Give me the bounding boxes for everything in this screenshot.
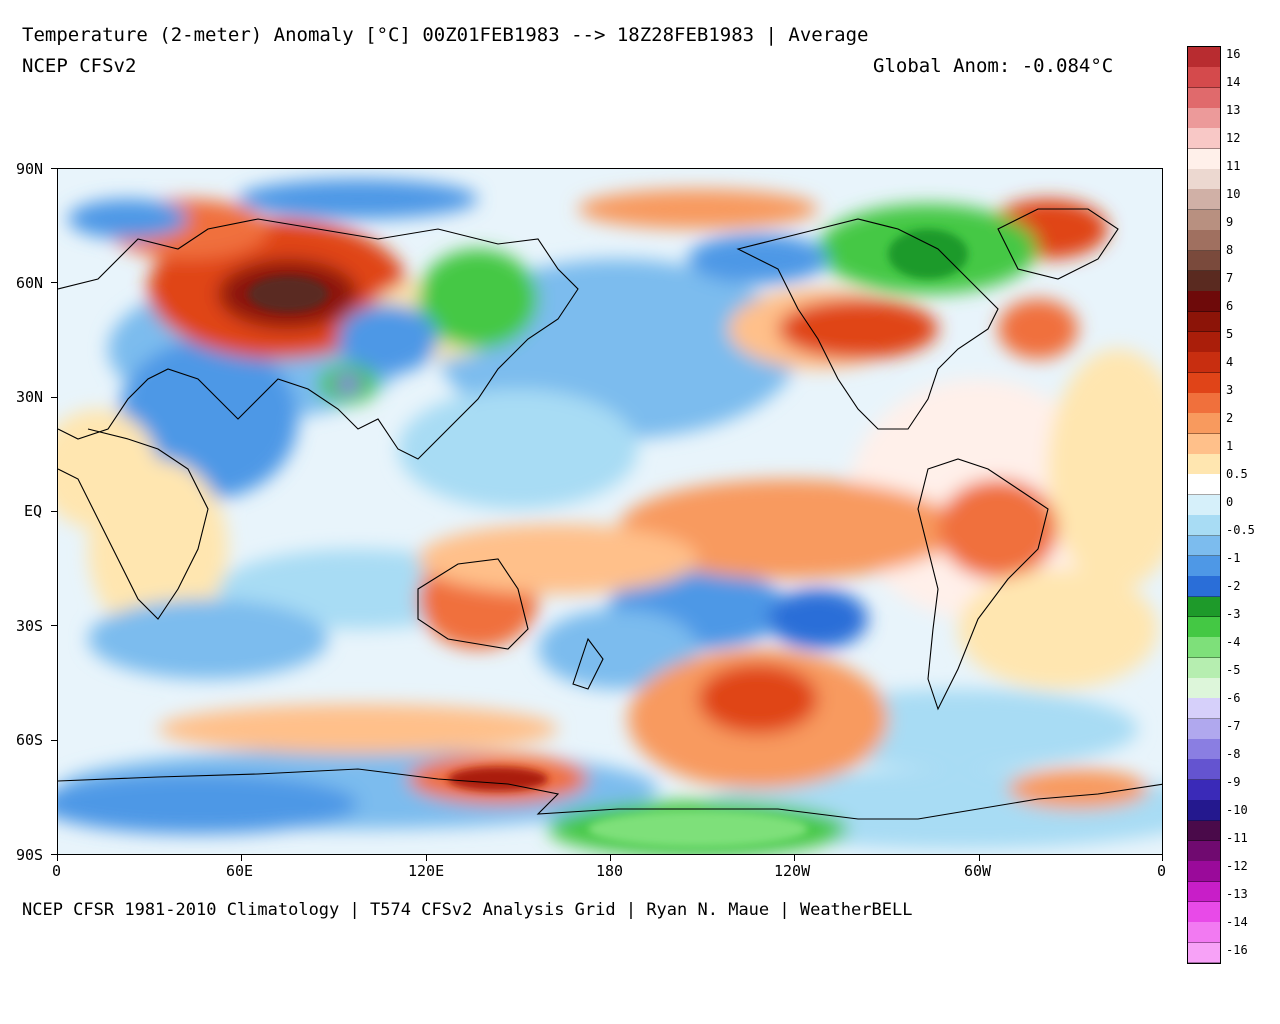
- legend-tick-label: 4: [1226, 355, 1234, 369]
- legend-color-swatch: [1188, 209, 1220, 231]
- legend-tick-label: -7: [1226, 719, 1241, 733]
- legend-color-swatch: [1188, 820, 1220, 842]
- legend-color-swatch: [1188, 128, 1220, 150]
- legend-color-swatch: [1188, 352, 1220, 374]
- lon-label: 60W: [964, 862, 992, 880]
- legend-color-swatch: [1188, 678, 1220, 699]
- legend-color-swatch: [1188, 311, 1220, 333]
- legend-tick-label: 3: [1226, 383, 1234, 397]
- legend-tick-label: -4: [1226, 635, 1241, 649]
- lat-label: 30S: [16, 617, 44, 635]
- legend-tick-label: 12: [1226, 131, 1241, 145]
- legend-tick-label: -0.5: [1226, 523, 1255, 537]
- lat-label: 60S: [16, 731, 44, 749]
- legend-tick-label: -14: [1226, 915, 1248, 929]
- legend-color-swatch: [1188, 230, 1220, 252]
- legend-tick-label: -11: [1226, 831, 1248, 845]
- legend-tick-label: 11: [1226, 159, 1241, 173]
- legend-tick-label: 0: [1226, 495, 1234, 509]
- lon-label: 120E: [408, 862, 445, 880]
- map-title: Temperature (2-meter) Anomaly [°C] 00Z01…: [22, 24, 869, 46]
- legend-color-swatch: [1188, 800, 1220, 821]
- legend-color-swatch: [1188, 840, 1220, 862]
- legend-color-swatch: [1188, 291, 1220, 313]
- lon-label: 0: [1157, 862, 1167, 880]
- legend-color-swatch: [1188, 922, 1220, 944]
- legend-tick-label: 14: [1226, 75, 1241, 89]
- lon-label: 60E: [226, 862, 254, 880]
- legend-tick-label: 7: [1226, 271, 1234, 285]
- legend-color-swatch: [1188, 515, 1220, 537]
- legend-color-swatch: [1188, 413, 1220, 435]
- legend-tick-label: -1: [1226, 551, 1241, 565]
- legend-tick-label: -3: [1226, 607, 1241, 621]
- legend-tick-label: 10: [1226, 187, 1241, 201]
- legend-tick-label: 0.5: [1226, 467, 1248, 481]
- legend-tick-label: 2: [1226, 411, 1234, 425]
- legend-tick-label: -9: [1226, 775, 1241, 789]
- lon-label: 120W: [774, 862, 811, 880]
- model-name: NCEP CFSv2: [22, 55, 137, 77]
- legend-color-swatch: [1188, 779, 1220, 801]
- legend-color-swatch: [1188, 494, 1220, 516]
- legend-tick-label: 8: [1226, 243, 1234, 257]
- legend-color-swatch: [1188, 270, 1220, 292]
- lat-label: 30N: [16, 388, 44, 406]
- legend-color-swatch: [1188, 576, 1220, 598]
- legend-color-swatch: [1188, 169, 1220, 190]
- temperature-anomaly-map: [57, 168, 1163, 855]
- legend-tick-label: 1: [1226, 439, 1234, 453]
- legend-color-swatch: [1188, 148, 1220, 170]
- legend-color-swatch: [1188, 474, 1220, 496]
- legend-color-swatch: [1188, 372, 1220, 394]
- legend-color-swatch: [1188, 739, 1220, 760]
- legend-color-swatch: [1188, 596, 1220, 618]
- color-scale-legend: [1187, 46, 1221, 964]
- legend-tick-label: -6: [1226, 691, 1241, 705]
- anomaly-field: [58, 169, 1162, 854]
- legend-color-swatch: [1188, 901, 1220, 923]
- global-anomaly: Global Anom: -0.084°C: [873, 55, 1114, 77]
- lat-label: 60N: [16, 274, 44, 292]
- legend-tick-label: 13: [1226, 103, 1241, 117]
- legend-tick-label: -2: [1226, 579, 1241, 593]
- legend-color-swatch: [1188, 393, 1220, 414]
- legend-color-swatch: [1188, 698, 1220, 720]
- legend-color-swatch: [1188, 942, 1220, 964]
- legend-color-swatch: [1188, 250, 1220, 272]
- legend-color-swatch: [1188, 616, 1220, 638]
- legend-tick-label: -8: [1226, 747, 1241, 761]
- lat-label: 90S: [16, 846, 44, 864]
- lon-label: 180: [596, 862, 624, 880]
- legend-color-swatch: [1188, 759, 1220, 781]
- legend-color-swatch: [1188, 331, 1220, 353]
- legend-color-swatch: [1188, 67, 1220, 89]
- legend-color-swatch: [1188, 861, 1220, 883]
- legend-color-swatch: [1188, 454, 1220, 475]
- legend-color-swatch: [1188, 637, 1220, 659]
- legend-color-swatch: [1188, 535, 1220, 557]
- legend-color-swatch: [1188, 47, 1220, 68]
- lon-label: 0: [52, 862, 62, 880]
- legend-tick-label: 5: [1226, 327, 1234, 341]
- legend-color-swatch: [1188, 555, 1220, 577]
- legend-tick-label: -5: [1226, 663, 1241, 677]
- legend-tick-label: -10: [1226, 803, 1248, 817]
- credit-line: NCEP CFSR 1981-2010 Climatology | T574 C…: [22, 900, 913, 920]
- legend-color-swatch: [1188, 87, 1220, 109]
- legend-color-swatch: [1188, 718, 1220, 740]
- legend-tick-label: -12: [1226, 859, 1248, 873]
- legend-tick-label: 16: [1226, 47, 1241, 61]
- legend-color-swatch: [1188, 108, 1220, 129]
- legend-tick-label: -16: [1226, 943, 1248, 957]
- legend-color-swatch: [1188, 657, 1220, 679]
- lat-label: EQ: [24, 502, 43, 520]
- legend-color-swatch: [1188, 189, 1220, 211]
- legend-color-swatch: [1188, 881, 1220, 903]
- lat-label: 90N: [16, 160, 44, 178]
- legend-tick-label: 6: [1226, 299, 1234, 313]
- legend-tick-label: 9: [1226, 215, 1234, 229]
- legend-tick-label: -13: [1226, 887, 1248, 901]
- legend-color-swatch: [1188, 433, 1220, 455]
